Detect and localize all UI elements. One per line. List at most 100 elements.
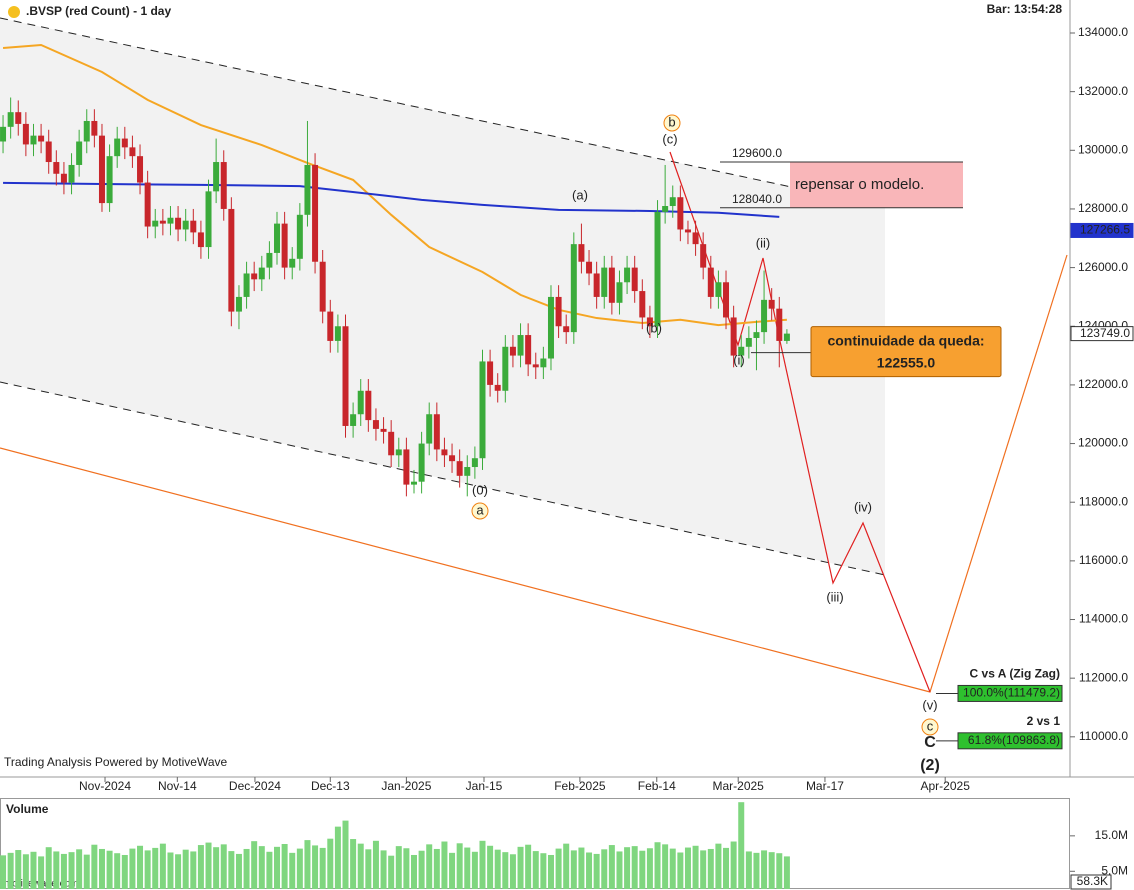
volume-bar [159,843,166,889]
volume-bar [471,851,478,889]
level-label: 129600.0 [732,146,782,160]
candle-body [624,267,631,283]
candle-body [83,120,90,142]
volume-bar [98,848,105,889]
wave-label: b [668,114,675,129]
wave-label: (i) [733,352,745,367]
candle-body [266,252,273,268]
wave-label: (c) [662,131,677,146]
wave-label: (a) [572,187,588,202]
volume-bar [38,856,45,889]
volume-bar [730,841,737,889]
volume-bar [494,849,501,889]
candle-body [707,267,714,297]
candle-body [540,358,547,368]
candle-body [342,326,349,426]
volume-bar [114,853,121,889]
volume-bar [319,847,326,889]
fib-label: 61.8%(109863.8) [968,733,1060,747]
volume-bar [715,843,722,889]
wave-label: a [476,502,484,517]
volume-bar [129,848,136,889]
volume-bar [540,853,547,889]
candle-body [129,147,136,157]
candle-body [7,112,14,127]
volume-bar [662,844,669,889]
candle-body [745,337,752,347]
candle-body [38,135,45,142]
volume-bar [487,845,494,889]
volume-bar [152,847,159,889]
volume-bar [669,848,676,889]
candle-body [114,138,121,157]
y-tick-label: 116000.0 [1079,553,1128,567]
volume-bar [586,852,593,889]
candle-body [570,244,577,333]
candle-body [517,335,524,356]
volume-bar [213,847,220,889]
credit: Trading Analysis Powered by MotiveWave [4,755,228,769]
volume-tag [1070,874,1112,890]
candle-body [662,206,669,212]
candle-body [175,217,182,230]
candle-body [365,390,372,421]
candle-body [121,138,128,148]
volume-bar [570,850,577,889]
target-value: 122555.0 [877,354,936,370]
volume-bar [190,851,197,889]
wave-label: C [924,734,936,751]
candle-body [76,141,83,165]
candle-body [631,267,638,292]
candle-body [487,361,494,385]
candle-body [251,273,258,280]
volume-bar [365,849,372,889]
volume-bar [410,854,417,889]
candle-body [235,296,242,312]
y-tick-label: 110000.0 [1079,729,1128,743]
volume-bar [296,848,303,889]
candle-body [776,308,783,341]
candle-body [144,182,151,227]
fib-name: 2 vs 1 [1027,714,1061,728]
volume-bar [350,839,357,889]
channel-fill [0,18,885,575]
candle-body [684,229,691,233]
candle-body [578,244,585,262]
y-tick-label: 114000.0 [1079,612,1128,626]
candle-body [15,112,22,124]
volume-bar [175,854,182,889]
volume-bar [509,854,516,889]
x-tick-label: Apr-2025 [921,779,971,793]
candle-body [639,291,646,318]
candle-body [654,211,661,327]
volume-bar [707,848,714,889]
volume-bar [502,852,509,889]
x-tick-label: Nov-14 [158,779,197,793]
candle-body [563,326,570,333]
wave-circle [471,502,489,520]
fib-name: C vs A (Zig Zag) [970,667,1060,681]
candle-body [449,455,456,462]
volume-bar [334,826,341,889]
candle-body [182,220,189,230]
volume-bar [137,845,144,889]
candle-body [395,449,402,456]
candle-body [0,126,7,142]
candle-body [319,261,326,312]
target-box [810,326,1002,378]
volume-bar [312,845,319,889]
volume-bar [60,853,67,889]
candle-body [357,390,364,415]
x-tick-label: Dec-13 [311,779,350,793]
level-label: 128040.0 [732,192,782,206]
candle-body [525,335,532,365]
volume-bar [700,850,707,889]
volume-bar [692,845,699,889]
volume-bar [403,848,410,889]
volume-bar [624,847,631,889]
candle-body [350,414,357,426]
candle-body [479,361,486,459]
candle-body [410,481,417,485]
candle-body [586,261,593,274]
volume-bar [258,846,265,889]
